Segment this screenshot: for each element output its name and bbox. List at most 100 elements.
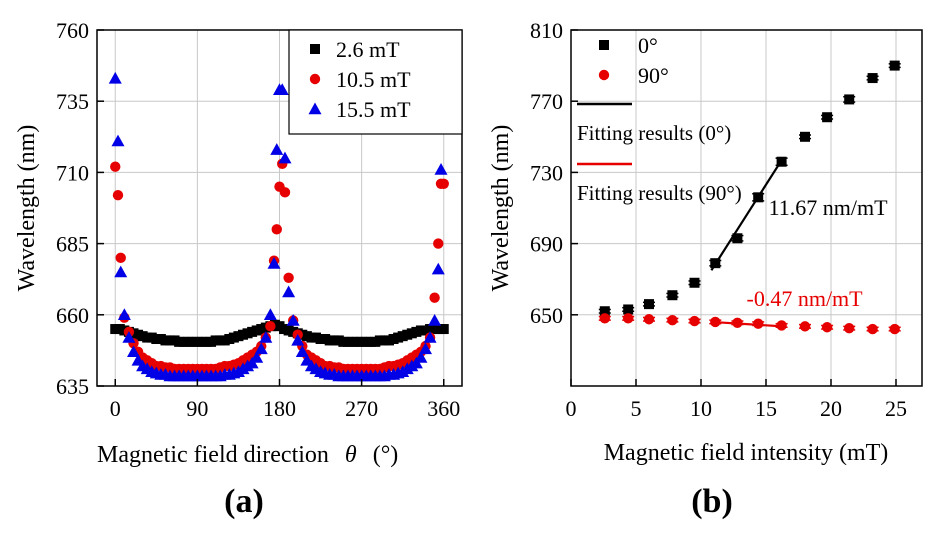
legend-marker [309,73,321,85]
data-point [267,257,281,269]
axis-ticks-b: 0 5 10 15 20 25 650 690 730 770 810 [530,18,907,421]
panel-caption-a: (a) [224,483,264,520]
x-tick-label: 15 [755,396,777,421]
data-point [431,262,445,275]
annotation-label: 11.67 nm/mT [769,195,889,220]
data-point [667,314,678,326]
x-axis-label-a-unit: (°) [373,442,399,468]
y-tick-label: 650 [530,303,563,328]
axis-ticks-a: 0 90 180 270 360 635 660 685 710 735 760 [56,18,460,421]
y-tick-label: 760 [56,18,89,43]
data-point [844,322,855,334]
legend-marker [599,40,609,50]
plot-frame-b [570,29,923,387]
x-tick-label: 0 [110,396,121,421]
data-point [689,315,700,327]
y-axis-label-a: Wavelength (nm) [14,125,40,292]
y-tick-label: 685 [56,232,89,257]
data-point [433,238,444,249]
legend-label: 90° [638,63,669,88]
data-point [799,321,811,332]
y-tick-label: 730 [530,160,563,185]
x-tick-label: 180 [263,396,296,421]
data-point [428,313,442,326]
data-markers-a [108,71,451,382]
x-tick-label: 10 [690,396,712,421]
data-point [250,351,264,363]
data-point [732,233,743,244]
legend-a: 2.6 mT 10.5 mT 15.5 mT [288,29,463,135]
data-point [438,178,449,189]
data-point [115,252,126,264]
fit-line [710,157,784,271]
x-tick-label: 360 [427,396,460,421]
data-point [438,324,449,335]
legend-marker [308,102,322,115]
legend-marker [310,44,320,54]
y-tick-label: 810 [530,18,563,43]
data-point [259,331,273,343]
data-point [623,304,634,315]
data-point [889,60,900,71]
data-point [279,187,291,198]
data-point [429,292,440,303]
data-point [286,313,300,326]
y-tick-label: 770 [530,89,563,114]
legend-marker [598,69,610,81]
legend-b: 0° 90° Fitting results (0°) Fitting results… [577,33,742,205]
legend-label: 10.5 mT [336,67,411,92]
data-point [263,308,277,320]
x-tick-label: 5 [631,396,642,421]
data-point [265,320,276,332]
data-point [800,131,810,142]
data-point [127,345,140,358]
legend-label: Fitting results (90°) [577,181,742,205]
legend-label: 15.5 mT [336,97,411,122]
data-point [623,313,634,324]
data-point [753,318,764,329]
data-point [295,345,309,358]
x-tick-label: 270 [345,396,378,421]
legend-label: 2.6 mT [336,37,400,62]
data-point [844,94,855,105]
data-point [278,151,292,164]
x-axis-label-a: Magnetic field direction θ (°) [97,442,398,468]
x-tick-label: 20 [820,396,842,421]
x-axis-label-b: Magnetic field intensity (mT) [604,440,889,466]
data-point [111,134,125,147]
data-point [867,323,878,335]
data-point [283,272,294,283]
legend-label: 0° [638,33,658,58]
data-point [821,322,833,333]
panel-b: 0 5 10 15 20 25 650 690 730 770 810 0° 90° Fitting r… [488,18,923,520]
data-point [108,71,122,84]
y-tick-label: 735 [56,89,89,114]
annotation-label: -0.47 nm/mT [747,286,864,311]
x-tick-label: 25 [885,396,907,421]
data-point [112,189,124,201]
data-point [414,351,428,363]
data-point [644,299,654,310]
data-point [822,112,833,123]
panel-a: 0 90 180 270 360 635 660 685 710 735 760 2.6 mT 10.… [14,18,463,520]
data-point [667,290,678,301]
data-point [122,331,136,343]
data-markers-b [598,60,901,335]
data-point [689,277,700,288]
data-point [434,163,448,175]
y-tick-label: 635 [56,374,89,399]
data-point [291,333,305,346]
y-tick-label: 660 [56,303,89,328]
x-tick-label: 90 [186,396,208,421]
annotations-b: 11.67 nm/mT -0.47 nm/mT [747,195,889,311]
x-axis-label-a-symbol: θ [345,442,357,468]
fit-line [711,320,783,328]
data-point [110,161,121,172]
x-axis-label-a-text: Magnetic field direction [97,442,329,468]
y-axis-label-b: Wavelength (nm) [488,125,514,292]
data-point [114,265,128,278]
data-point [599,306,610,317]
panel-caption-b: (b) [691,483,733,520]
data-point [275,83,289,96]
